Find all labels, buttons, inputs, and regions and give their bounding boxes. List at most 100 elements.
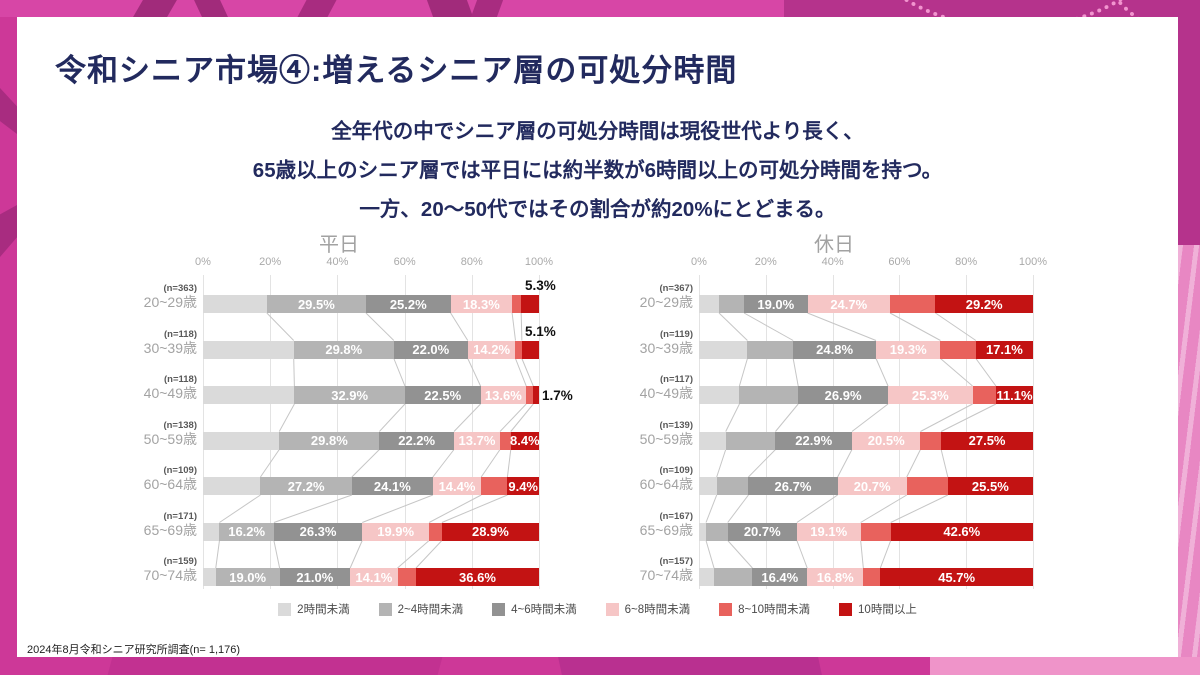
sample-size-label: (n=118) [163, 328, 197, 340]
age-group-label: 40~49歳 [143, 385, 197, 401]
sample-size-label: (n=367) [659, 283, 693, 294]
axis-tick-label: 40% [326, 256, 349, 268]
bar-segment [714, 568, 753, 586]
segment-value-label: 19.1% [810, 524, 848, 539]
background-shape [784, 0, 1200, 17]
bar-row: 24.8% 19.3% 17.1% [699, 340, 1033, 359]
bar-segment: 25.2% [365, 295, 451, 313]
gridline [203, 275, 204, 589]
background-shape [0, 657, 1200, 675]
axis-tick-label: 60% [888, 256, 911, 268]
gridline [966, 275, 968, 589]
legend-item: 8~10時間未満 [719, 601, 810, 617]
bar-segment [747, 340, 794, 359]
bar-row: 22.9% 20.5% 27.5% [699, 431, 1033, 450]
segment-value-label: 42.6% [943, 524, 981, 539]
bar-segment: 24.1% [351, 477, 433, 495]
sample-size-label: (n=138) [163, 419, 197, 431]
category-label: (n=167) 65~69歳 [569, 511, 693, 539]
bar-segment [890, 295, 936, 313]
bar-segment: 26.7% [748, 477, 838, 495]
bar-segment [716, 477, 749, 495]
segment-value-label: 24.1% [373, 478, 411, 494]
bar-segment: 14.1% [350, 568, 398, 586]
segment-value-label: 22.2% [398, 433, 436, 448]
category-label: (n=363) 20~29歳 [73, 283, 197, 311]
sample-size-label: (n=118) [163, 374, 197, 385]
bar-segment: 16.8% [807, 568, 864, 586]
bar-segment: 16.4% [752, 568, 808, 586]
gridline [832, 275, 834, 589]
age-group-label: 65~69歳 [639, 521, 693, 538]
bar-segment: 14.2% [467, 340, 516, 359]
bar-segment [906, 477, 948, 495]
legend-label: 10時間以上 [858, 604, 917, 616]
bar-segment: 29.5% [266, 295, 366, 313]
background-shape [297, 0, 337, 17]
axis-tick-label: 80% [955, 256, 978, 268]
gridline [539, 275, 540, 589]
category-label: (n=157) 70~74歳 [569, 556, 693, 584]
sample-size-label: (n=157) [659, 556, 693, 567]
segment-value-label: 14.2% [473, 342, 511, 357]
segment-value-label: 17.1% [985, 342, 1023, 357]
age-group-label: 30~39歳 [143, 339, 197, 356]
bar-segment [699, 386, 740, 404]
axis-tick-label: 40% [821, 256, 844, 268]
category-label: (n=138) 50~59歳 [73, 420, 197, 448]
segment-value-label: 16.2% [228, 524, 266, 539]
bar-segment: 20.5% [851, 431, 921, 450]
axis-tick-label: 20% [754, 256, 777, 268]
legend-label: 8~10時間未満 [738, 604, 811, 616]
bar-segment [515, 340, 522, 359]
segment-value-label: 19.9% [377, 524, 415, 539]
bar-segment [203, 386, 295, 404]
segment-value-label: 29.8% [310, 433, 348, 448]
bar-row: 29.8% 22.0% 14.2% [203, 340, 539, 359]
bar-segment [725, 431, 776, 450]
background-shape [194, 0, 228, 17]
axis-tick-label: 60% [393, 256, 416, 268]
bar-row: 29.5% 25.2% 18.3% [203, 295, 539, 313]
bar-segment: 19.1% [796, 522, 861, 541]
sample-size-label: (n=139) [659, 419, 693, 431]
bar-segment [940, 340, 976, 359]
sample-size-label: (n=109) [659, 465, 693, 476]
bar-row: 26.7% 20.7% 25.5% [699, 477, 1033, 495]
legend-label: 6~8時間未満 [624, 604, 691, 616]
segment-value-label: 22.9% [795, 433, 833, 448]
gridline [471, 275, 473, 589]
subtitle-line: 全年代の中でシニア層の可処分時間は現役世代より長く、 [331, 120, 864, 143]
bar-segment [719, 295, 745, 313]
bar-segment: 9.4% [507, 477, 539, 495]
gridline [899, 275, 901, 589]
bar-value-label: 5.3% [525, 278, 556, 293]
axis-tick-label: 0% [691, 256, 707, 268]
age-group-label: 50~59歳 [143, 430, 197, 447]
bar-segment: 11.1% [995, 386, 1033, 404]
background-shape [1178, 245, 1200, 657]
bar-segment: 27.5% [941, 431, 1033, 450]
legend-item: 10時間以上 [839, 601, 917, 617]
bar-segment [203, 477, 261, 495]
bar-segment: 29.8% [279, 431, 380, 450]
bar-segment: 13.6% [480, 386, 527, 404]
background-shape [0, 17, 17, 657]
bar-segment [481, 477, 508, 495]
category-label: (n=119) 30~39歳 [569, 329, 693, 357]
sample-size-label: (n=109) [163, 465, 197, 476]
bar-segment [699, 340, 748, 359]
bar-segment: 27.2% [260, 477, 352, 495]
bar-segment: 32.9% [294, 386, 405, 404]
axis-tick-label: 0% [195, 256, 211, 268]
segment-value-label: 26.9% [824, 387, 862, 403]
legend-item: 6~8時間未満 [605, 601, 691, 617]
segment-value-label: 26.7% [774, 478, 812, 494]
bar-segment [920, 431, 942, 450]
bar-row: 19.0% 24.7% 29.2% [699, 295, 1033, 313]
segment-value-label: 25.3% [911, 387, 949, 403]
bar-row: 29.8% 22.2% 13.7% 8.4% [203, 431, 540, 450]
segment-value-label: 19.3% [889, 342, 927, 357]
age-group-label: 40~49歳 [639, 385, 693, 401]
